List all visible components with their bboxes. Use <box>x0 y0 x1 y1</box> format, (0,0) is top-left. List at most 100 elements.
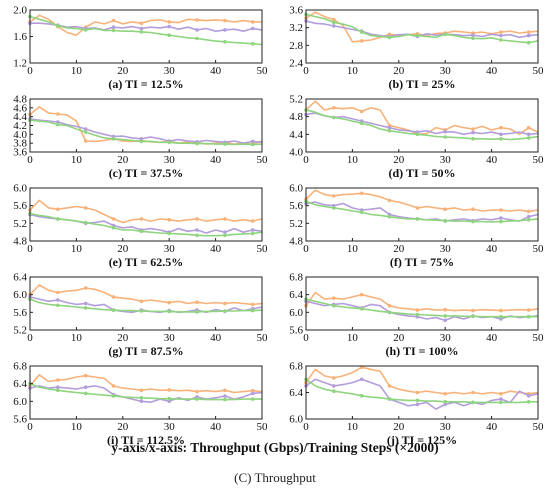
y-tick-label: 2.0 <box>13 5 27 17</box>
x-tick-label: 20 <box>393 332 405 344</box>
data-point <box>139 26 144 31</box>
x-tick-label: 0 <box>303 332 309 344</box>
x-tick-label: 10 <box>347 154 359 166</box>
data-point <box>56 303 60 308</box>
y-tick-label: 1.2 <box>13 58 27 70</box>
data-point <box>111 28 116 33</box>
data-point <box>223 233 227 238</box>
x-tick-label: 40 <box>486 65 498 77</box>
data-point <box>56 24 60 28</box>
data-point <box>332 389 336 394</box>
data-point <box>526 125 531 130</box>
data-point <box>167 33 171 37</box>
y-tick-label: 6.0 <box>289 307 303 319</box>
y-tick-label: 6.0 <box>289 183 303 195</box>
x-tick-label: 30 <box>164 421 176 433</box>
data-point <box>526 214 531 219</box>
data-point <box>195 18 199 22</box>
data-point <box>499 397 503 401</box>
x-tick-label: 10 <box>347 243 359 255</box>
x-tick-label: 30 <box>440 154 452 166</box>
data-point <box>250 219 255 223</box>
data-point <box>415 402 420 407</box>
data-point <box>139 137 144 141</box>
subplot-a: 0 10 20 30 40 50 1.2 1.6 2.0 (a) TI = 12.5% <box>13 5 268 92</box>
data-point <box>83 206 88 210</box>
data-point <box>195 397 199 401</box>
x-tick-label: 10 <box>347 65 359 77</box>
data-point <box>443 314 448 318</box>
data-point <box>471 207 475 211</box>
data-point <box>443 135 448 139</box>
data-point <box>526 394 531 398</box>
data-point <box>83 373 88 378</box>
data-point <box>111 217 116 221</box>
series-line <box>305 378 538 404</box>
data-point <box>56 217 60 221</box>
data-point <box>471 36 475 41</box>
data-point <box>387 397 392 401</box>
x-tick-label: 30 <box>164 154 176 166</box>
data-point <box>443 32 448 37</box>
x-tick-label: 50 <box>533 421 545 433</box>
data-point <box>111 18 116 23</box>
data-point <box>499 308 503 313</box>
y-tick-label: 3.6 <box>289 5 303 17</box>
data-point <box>471 137 475 141</box>
series-line <box>305 112 539 136</box>
data-point <box>471 127 475 131</box>
x-tick-label: 50 <box>533 243 545 255</box>
x-tick-label: 10 <box>71 154 83 166</box>
data-point <box>443 307 448 312</box>
y-tick-label: 6.8 <box>289 361 303 373</box>
data-point <box>387 35 392 40</box>
data-point <box>111 226 116 230</box>
data-point <box>195 389 199 394</box>
data-point <box>111 384 116 388</box>
data-point <box>415 132 420 137</box>
x-tick-label: 0 <box>303 65 309 77</box>
data-point <box>443 207 448 211</box>
y-tick-label: 5.2 <box>13 325 27 337</box>
series-line <box>305 201 539 222</box>
y-tick-label: 4.2 <box>13 120 27 132</box>
data-point <box>56 298 60 302</box>
data-point <box>223 397 227 402</box>
y-tick-label: 5.2 <box>13 218 27 230</box>
data-point <box>223 40 227 44</box>
y-tick-label: 6.4 <box>289 387 303 399</box>
y-tick-label: 6.0 <box>289 414 303 426</box>
x-tick-label: 30 <box>164 65 176 77</box>
x-tick-label: 30 <box>164 332 176 344</box>
subplot-j: 0 10 20 30 40 50 6.0 6.4 6.8 (j) TI = 125% <box>289 361 544 448</box>
data-point <box>499 219 503 224</box>
data-point <box>167 231 171 236</box>
series-line <box>29 212 263 237</box>
data-point <box>250 397 255 401</box>
data-point <box>387 303 392 308</box>
plot-frame <box>305 98 539 153</box>
x-tick-label: 0 <box>303 154 309 166</box>
data-point <box>83 301 88 306</box>
data-point <box>250 20 255 24</box>
data-point <box>332 106 336 110</box>
subplot-caption: (h) TI = 100% <box>386 344 459 358</box>
x-tick-label: 10 <box>347 421 359 433</box>
data-point <box>167 396 171 401</box>
data-point <box>443 318 448 323</box>
y-tick-label: 5.6 <box>13 307 27 319</box>
data-point <box>56 207 60 211</box>
subplot-caption: (a) TI = 12.5% <box>108 77 183 91</box>
data-point <box>359 394 364 398</box>
data-point <box>56 385 60 390</box>
x-tick-label: 50 <box>533 332 545 344</box>
x-tick-label: 50 <box>257 332 269 344</box>
data-point <box>83 127 88 131</box>
data-point <box>195 228 199 232</box>
data-point <box>56 378 60 382</box>
y-tick-label: 3.2 <box>289 22 303 34</box>
data-point <box>195 217 199 221</box>
data-point <box>139 229 144 234</box>
data-point <box>332 24 336 28</box>
